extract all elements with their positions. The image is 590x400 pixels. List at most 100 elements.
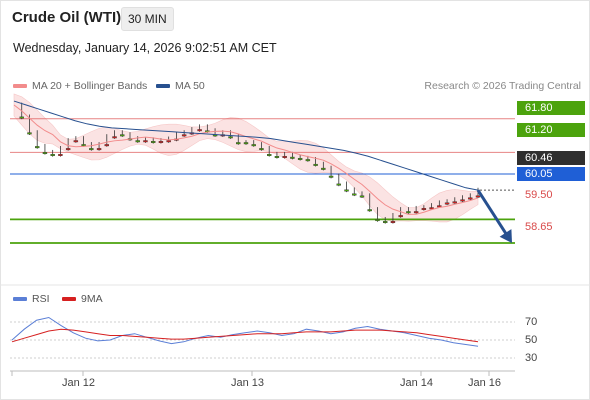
- level-tag-support-2: 58.65: [525, 221, 553, 233]
- candle-body: [336, 183, 341, 186]
- candle-body: [305, 159, 311, 162]
- candle: [398, 207, 403, 218]
- rsi-line: [11, 316, 479, 347]
- level-tag-resistance-1: 61.20: [517, 123, 585, 137]
- candle: [328, 165, 334, 179]
- candle-body: [328, 175, 334, 178]
- candle: [89, 142, 94, 151]
- legend-9ma: 9MA: [62, 293, 103, 305]
- candle: [150, 137, 156, 144]
- candle-body: [50, 154, 55, 156]
- candle: [429, 203, 434, 210]
- candle-body: [19, 116, 24, 119]
- instrument-title: Crude Oil (WTI): [12, 9, 122, 26]
- candle: [96, 142, 102, 151]
- candle-body: [251, 144, 256, 147]
- level-tag-resistance-2: 61.80: [517, 101, 585, 115]
- candle-body: [475, 195, 481, 198]
- legend-ma50-label: MA 50: [175, 80, 205, 92]
- candle-body: [321, 167, 326, 170]
- candle: [413, 205, 419, 214]
- ma50-swatch-icon: [156, 84, 170, 88]
- candle-body: [73, 140, 79, 143]
- candle: [352, 187, 357, 197]
- candle: [297, 154, 303, 161]
- candle-body: [383, 221, 388, 224]
- legend-ma20: MA 20 + Bollinger Bands: [13, 80, 147, 92]
- chart-datetime: Wednesday, January 14, 2026 9:02:51 AM C…: [13, 41, 277, 55]
- candle-body: [421, 208, 427, 211]
- candle-body: [150, 141, 156, 143]
- candle: [359, 191, 365, 199]
- candle-body: [413, 211, 419, 214]
- legend-rsi-label: RSI: [32, 293, 50, 305]
- rsi-level-30: 30: [525, 352, 538, 364]
- x-label-jan13: Jan 13: [231, 377, 265, 389]
- candle: [104, 134, 110, 147]
- level-tag-pivot: 60.05: [517, 167, 585, 181]
- trend-arrow-icon: [476, 189, 512, 243]
- legend-ma50: MA 50: [156, 80, 205, 92]
- candle: [444, 199, 450, 206]
- candle: [259, 142, 264, 151]
- candle-body: [290, 156, 295, 159]
- candle-body: [282, 156, 287, 158]
- candle-body: [35, 146, 40, 149]
- candle-body: [135, 140, 140, 143]
- candle: [181, 130, 187, 137]
- candle: [383, 216, 388, 224]
- bollinger-band-area: [13, 93, 479, 223]
- candle-body: [158, 141, 164, 143]
- candle-body: [143, 140, 148, 143]
- bollinger-bands: [13, 93, 479, 223]
- candle: [35, 130, 40, 149]
- candle: [468, 193, 473, 201]
- candle: [390, 213, 396, 224]
- legend-ma20-label: MA 20 + Bollinger Bands: [32, 80, 148, 92]
- timeframe-button[interactable]: 30 MIN: [121, 7, 174, 31]
- candle-body: [58, 154, 63, 156]
- candle-body: [96, 148, 102, 151]
- candle-body: [228, 136, 233, 139]
- candle-body: [452, 201, 457, 204]
- candles: [19, 102, 481, 224]
- candle-body: [112, 136, 117, 139]
- candle: [135, 136, 140, 143]
- candle: [58, 146, 63, 157]
- candle: [50, 149, 55, 157]
- last-price-tag: 60.46: [517, 151, 585, 165]
- legend-9ma-label: 9MA: [81, 293, 103, 305]
- legend-rsi: RSI: [13, 293, 50, 305]
- candle: [367, 193, 372, 212]
- candle-body: [406, 211, 411, 214]
- candle-body: [42, 152, 48, 155]
- candle-body: [236, 142, 241, 145]
- candle: [42, 144, 48, 155]
- candle: [243, 140, 249, 145]
- candle: [120, 130, 125, 137]
- candle: [290, 151, 295, 160]
- candle-body: [460, 199, 465, 202]
- candle: [321, 161, 326, 171]
- candle-body: [344, 189, 349, 192]
- ma20-swatch-icon: [13, 84, 27, 88]
- candle-body: [27, 132, 32, 135]
- candle-body: [375, 219, 380, 222]
- candle-body: [65, 148, 71, 151]
- x-label-jan16: Jan 16: [468, 377, 502, 389]
- candle: [344, 181, 349, 193]
- candle-body: [390, 221, 396, 224]
- candle: [143, 137, 148, 143]
- x-axis-ticks: [11, 371, 490, 376]
- candle-body: [398, 215, 403, 218]
- candle: [336, 173, 341, 187]
- candle-body: [267, 154, 272, 156]
- candle: [460, 195, 465, 202]
- trend-arrow-head: [499, 229, 512, 243]
- candle-body: [274, 156, 280, 158]
- candle: [375, 207, 380, 222]
- x-label-jan14: Jan 14: [400, 377, 434, 389]
- candle: [251, 140, 256, 147]
- candle: [282, 151, 287, 159]
